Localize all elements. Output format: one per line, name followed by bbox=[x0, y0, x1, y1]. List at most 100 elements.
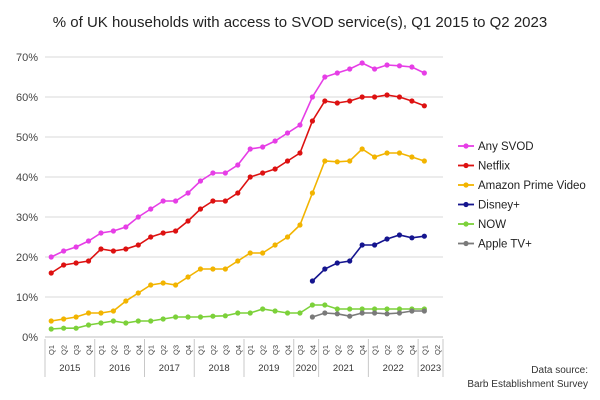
disney-point bbox=[421, 233, 427, 239]
quarter-tick-label: Q2 bbox=[109, 345, 118, 355]
apple-tv-point bbox=[384, 311, 390, 317]
netflix-point bbox=[384, 92, 390, 98]
year-label: 2021 bbox=[333, 363, 354, 374]
quarter-tick-label: Q4 bbox=[134, 345, 143, 355]
now-point bbox=[123, 320, 129, 326]
now-point bbox=[334, 306, 340, 312]
source-label: Data source: bbox=[531, 365, 588, 376]
amazon-prime-video-point bbox=[48, 318, 54, 324]
any-svod-point bbox=[210, 170, 216, 176]
legend-marker-disney bbox=[463, 201, 469, 208]
any-svod-point bbox=[322, 74, 328, 80]
quarter-tick-label: Q1 bbox=[420, 345, 429, 355]
amazon-prime-video-point bbox=[272, 242, 278, 248]
amazon-prime-video-point bbox=[371, 154, 378, 160]
quarter-tick-label: Q2 bbox=[60, 345, 69, 355]
any-svod-point bbox=[284, 130, 291, 136]
quarter-tick-label: Q4 bbox=[284, 345, 293, 355]
quarter-tick-label: Q3 bbox=[395, 345, 404, 355]
amazon-prime-video-point bbox=[409, 154, 415, 160]
now-point bbox=[235, 310, 241, 316]
amazon-prime-video-point bbox=[334, 159, 340, 165]
any-svod-point bbox=[384, 62, 390, 68]
now-point bbox=[135, 318, 141, 324]
any-svod-point bbox=[421, 70, 427, 76]
amazon-prime-video-point bbox=[396, 150, 403, 156]
amazon-prime-video-point bbox=[322, 158, 328, 164]
netflix-point bbox=[110, 248, 117, 254]
disney-point bbox=[322, 266, 328, 272]
disney-point bbox=[359, 242, 365, 248]
now-point bbox=[48, 326, 54, 332]
quarter-tick-label: Q1 bbox=[147, 345, 156, 355]
amazon-prime-video-point bbox=[197, 266, 204, 272]
any-svod-point bbox=[272, 138, 278, 144]
now-point bbox=[61, 325, 67, 331]
netflix-point bbox=[222, 198, 228, 204]
now-point bbox=[172, 314, 179, 320]
netflix-point bbox=[371, 94, 378, 100]
any-svod-point bbox=[135, 214, 141, 220]
amazon-prime-video-point bbox=[247, 250, 253, 256]
netflix-point bbox=[334, 100, 340, 106]
disney-point bbox=[409, 235, 415, 241]
any-svod-point bbox=[148, 206, 154, 212]
amazon-prime-video-point bbox=[309, 190, 316, 196]
year-label: 2022 bbox=[383, 363, 404, 374]
year-label: 2020 bbox=[296, 363, 317, 374]
amazon-prime-video-point bbox=[347, 158, 353, 164]
quarter-tick-label: Q3 bbox=[296, 345, 305, 355]
amazon-prime-video-point bbox=[73, 314, 79, 320]
netflix-point bbox=[409, 98, 415, 104]
legend-label-amazon-prime-video: Amazon Prime Video bbox=[478, 180, 586, 192]
quarter-tick-label: Q2 bbox=[433, 345, 442, 355]
any-svod-point bbox=[260, 144, 266, 150]
legend-marker-amazon-prime-video bbox=[463, 182, 469, 188]
amazon-prime-video-point bbox=[123, 298, 129, 304]
netflix-point bbox=[98, 246, 104, 252]
netflix-point bbox=[61, 262, 67, 268]
netflix-point bbox=[48, 270, 54, 276]
amazon-prime-video-point bbox=[160, 280, 166, 286]
legend-label-apple-tv: Apple TV+ bbox=[478, 239, 532, 251]
now-point bbox=[260, 306, 266, 312]
legend-label-now: NOW bbox=[478, 219, 506, 231]
amazon-prime-video-point bbox=[98, 310, 104, 316]
year-label: 2018 bbox=[209, 363, 230, 374]
amazon-prime-video-point bbox=[185, 274, 191, 280]
amazon-prime-video-point bbox=[135, 290, 141, 296]
any-svod-point bbox=[309, 94, 316, 100]
now-point bbox=[160, 316, 166, 322]
netflix-point bbox=[297, 150, 303, 156]
netflix-point bbox=[210, 198, 216, 204]
netflix-point bbox=[359, 94, 365, 100]
quarter-tick-label: Q1 bbox=[371, 345, 380, 355]
legend: Any SVOD Netflix Amazon Prime Video Disney+… bbox=[458, 141, 586, 251]
netflix-point bbox=[309, 118, 316, 124]
now-point bbox=[384, 306, 390, 312]
netflix-point bbox=[148, 234, 154, 240]
any-svod-point bbox=[98, 230, 104, 236]
netflix-point bbox=[235, 190, 241, 196]
now-point bbox=[322, 302, 328, 308]
now-point bbox=[272, 308, 278, 314]
netflix-point bbox=[396, 94, 403, 100]
any-svod-point bbox=[48, 254, 54, 260]
now-point bbox=[85, 322, 92, 328]
y-tick-label: 40% bbox=[16, 172, 38, 184]
amazon-prime-video-point bbox=[210, 266, 216, 272]
any-svod-point bbox=[359, 60, 365, 66]
netflix-point bbox=[421, 103, 427, 109]
year-label: 2019 bbox=[258, 363, 279, 374]
any-svod-point bbox=[297, 122, 303, 128]
quarter-tick-label: Q3 bbox=[346, 345, 355, 355]
apple-tv-point bbox=[322, 310, 328, 316]
amazon-prime-video-point bbox=[260, 250, 266, 256]
quarter-tick-label: Q1 bbox=[246, 345, 255, 355]
netflix-point bbox=[73, 260, 79, 266]
amazon-prime-video-point bbox=[222, 266, 228, 272]
quarter-tick-label: Q2 bbox=[383, 345, 392, 355]
quarter-tick-label: Q4 bbox=[85, 345, 94, 355]
now-point bbox=[98, 320, 104, 326]
